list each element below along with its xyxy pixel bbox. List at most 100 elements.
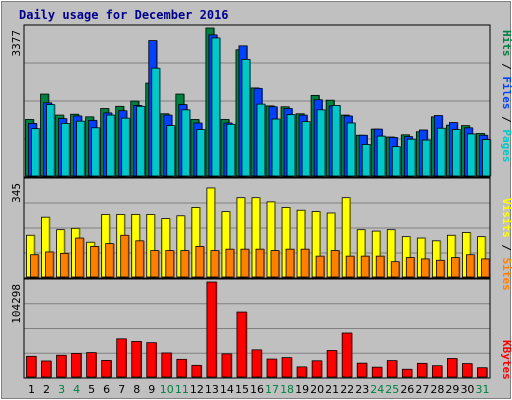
bar-pages-day-10 — [166, 125, 176, 177]
bar-sites-day-21 — [330, 250, 340, 278]
bar-sites-day-16 — [255, 248, 265, 278]
bar-sites-day-18-fill — [285, 248, 295, 278]
legend-kbytes: KBytes — [500, 340, 512, 380]
bar-pages-day-1 — [31, 128, 41, 177]
bar-pages-day-15-fill — [241, 59, 251, 177]
bar-pages-day-27-fill — [421, 139, 431, 177]
bar-kbytes-day-14 — [221, 353, 233, 378]
bar-pages-day-29-fill — [452, 129, 461, 177]
bar-pages-day-23 — [361, 144, 372, 177]
x-tick-label-day-10: 10 — [160, 383, 174, 396]
bar-kbytes-day-30 — [462, 363, 473, 378]
bar-sites-day-24-fill — [375, 255, 385, 278]
bar-kbytes-day-21 — [326, 350, 338, 378]
bar-kbytes-day-26 — [401, 368, 413, 378]
bar-pages-day-2-fill — [46, 104, 55, 177]
bar-pages-day-23-fill — [361, 144, 371, 177]
bar-sites-day-3 — [60, 252, 70, 278]
x-tick-label-day-16: 16 — [250, 383, 264, 396]
x-tick-label-day-12: 12 — [190, 383, 204, 396]
bar-pages-day-20 — [316, 109, 326, 177]
x-tick-label-day-28: 28 — [430, 383, 444, 396]
panel-top-bars — [25, 27, 492, 177]
bar-sites-day-8 — [135, 240, 145, 278]
bar-kbytes-day-5 — [86, 352, 97, 378]
bar-kbytes-day-8 — [131, 340, 143, 378]
bar-pages-day-26 — [406, 138, 417, 177]
bar-sites-day-30 — [466, 254, 476, 278]
bar-sites-day-12 — [195, 245, 205, 278]
bar-pages-day-31 — [482, 139, 492, 177]
bar-sites-day-6 — [105, 243, 115, 278]
panel-top: 3377 Hits / Files / Pages — [10, 24, 512, 178]
bar-pages-day-7-fill — [121, 117, 131, 177]
bar-pages-day-31-fill — [482, 139, 491, 177]
legend-files: Files — [500, 76, 512, 109]
x-tick-label-day-8: 8 — [133, 383, 140, 396]
x-tick-label-day-26: 26 — [400, 383, 414, 396]
bar-pages-day-18-fill — [286, 114, 296, 177]
bar-kbytes-day-6-fill — [101, 360, 112, 378]
bar-sites-day-20 — [315, 255, 325, 278]
bar-pages-day-17 — [271, 118, 281, 177]
x-tick-label-day-19: 19 — [295, 383, 309, 396]
bar-sites-day-2 — [45, 251, 55, 278]
bar-kbytes-day-2-fill — [41, 360, 52, 378]
bar-pages-day-15 — [241, 59, 251, 177]
bar-kbytes-day-3 — [56, 354, 67, 378]
bar-pages-day-18 — [286, 114, 296, 177]
panel-middle-ymax-label: 345 — [10, 183, 23, 203]
x-tick-label-day-22: 22 — [340, 383, 354, 396]
bar-sites-day-21-fill — [330, 250, 340, 278]
bar-pages-day-30-fill — [467, 133, 476, 177]
bar-sites-day-28 — [435, 259, 446, 278]
bar-sites-day-19-fill — [300, 248, 310, 278]
x-tick-label-day-2: 2 — [43, 383, 50, 396]
bar-pages-day-14 — [226, 123, 236, 177]
bar-kbytes-day-4-fill — [71, 353, 82, 378]
bar-sites-day-9-fill — [150, 250, 160, 278]
bar-sites-day-14 — [225, 248, 235, 278]
bar-pages-day-19 — [301, 121, 311, 177]
bar-sites-day-26 — [405, 257, 416, 278]
bar-kbytes-day-12-fill — [191, 364, 202, 378]
bar-sites-day-5-fill — [90, 245, 100, 278]
bar-pages-day-17-fill — [271, 118, 281, 177]
bar-kbytes-day-19-fill — [296, 366, 307, 378]
bar-kbytes-day-2 — [41, 360, 52, 378]
bar-kbytes-day-28 — [431, 365, 443, 378]
bar-kbytes-day-29-fill — [447, 358, 458, 378]
bar-pages-day-28 — [436, 127, 447, 177]
bar-sites-day-11-fill — [180, 250, 190, 278]
bar-pages-day-6-fill — [106, 114, 116, 177]
bar-kbytes-day-21-fill — [326, 350, 338, 378]
bar-sites-day-24 — [375, 255, 386, 278]
bar-sites-day-22-fill — [345, 255, 355, 278]
x-tick-label-day-5: 5 — [88, 383, 95, 396]
bar-sites-day-25-fill — [390, 261, 400, 278]
bar-pages-day-26-fill — [406, 138, 416, 177]
bar-sites-day-29 — [451, 257, 461, 278]
bar-kbytes-day-7-fill — [116, 338, 127, 378]
bar-sites-day-1 — [30, 254, 40, 278]
bar-kbytes-day-22 — [341, 332, 353, 378]
panel-middle-border — [23, 177, 491, 279]
panel-top-ymax-label: 3377 — [10, 30, 23, 57]
panel-middle-bars — [26, 187, 491, 278]
bar-kbytes-day-10-fill — [161, 352, 172, 378]
legend-sites: Sites — [500, 258, 512, 291]
bar-pages-day-25 — [391, 146, 402, 177]
x-tick-label-day-18: 18 — [280, 383, 294, 396]
bar-sites-day-13-fill — [210, 250, 220, 278]
bar-pages-day-13-fill — [211, 37, 221, 177]
bar-sites-day-12-fill — [195, 245, 205, 278]
bar-kbytes-day-15-fill — [236, 311, 247, 378]
bar-kbytes-day-10 — [161, 352, 173, 378]
bar-pages-day-4 — [76, 120, 86, 177]
bar-sites-day-27-fill — [420, 258, 430, 278]
bar-kbytes-day-28-fill — [431, 365, 443, 378]
bar-sites-day-18 — [285, 248, 295, 278]
x-tick-label-day-21: 21 — [325, 383, 339, 396]
legend-separator: / — [500, 238, 512, 258]
